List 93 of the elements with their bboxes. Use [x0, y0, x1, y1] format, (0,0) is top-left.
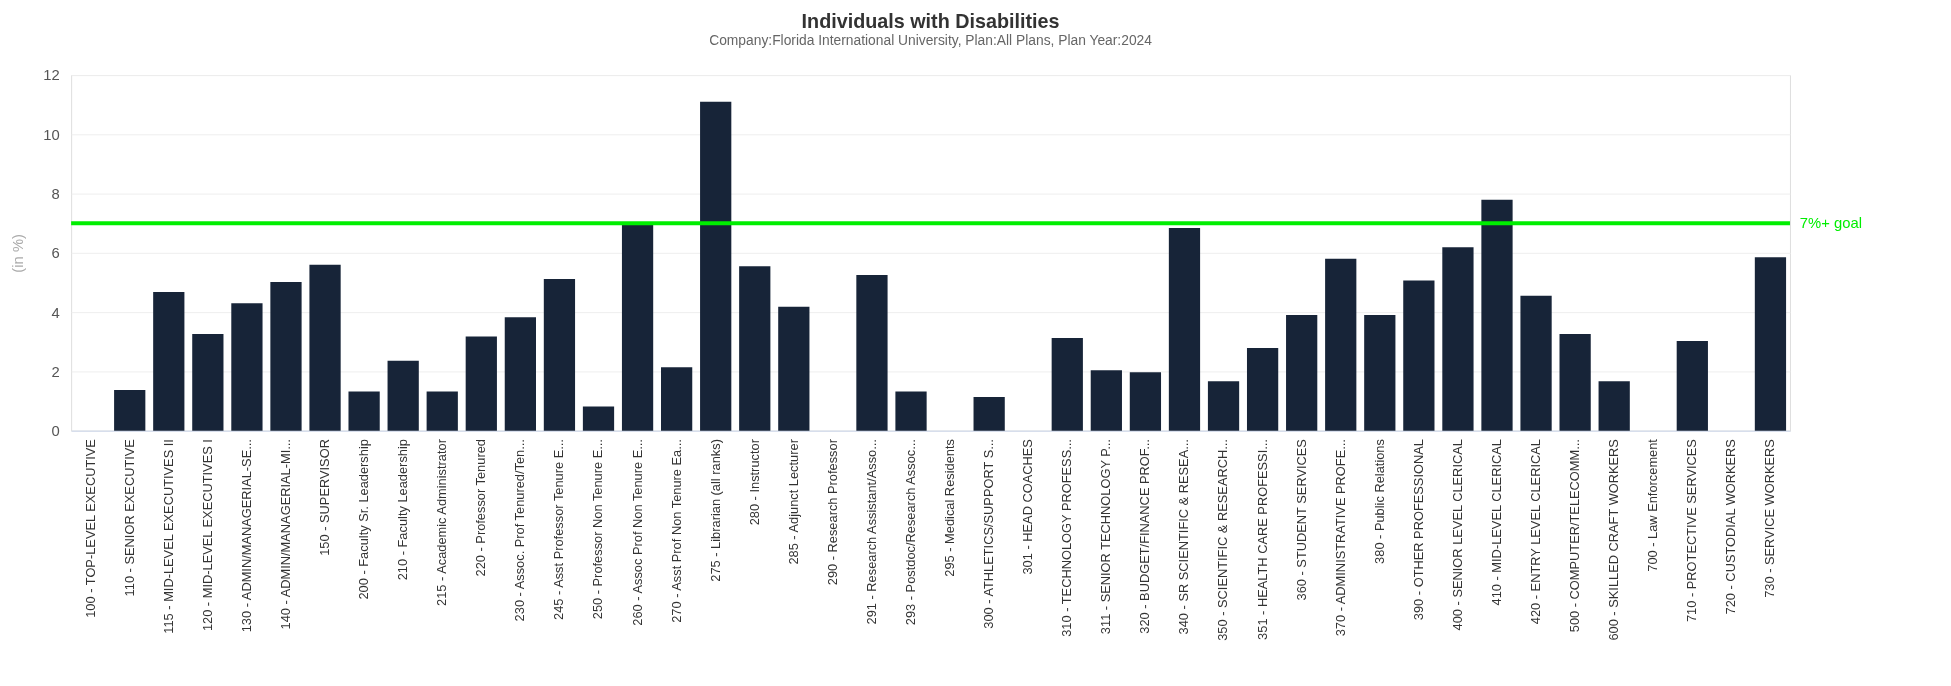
bar — [1286, 315, 1318, 431]
bar — [309, 264, 341, 431]
bar — [739, 266, 771, 431]
x-tick-label: 150 - SUPERVISOR — [317, 439, 332, 556]
bar — [1090, 370, 1122, 431]
x-tick-label: 340 - SR SCIENTIFIC & RESEA... — [1176, 439, 1192, 635]
y-axis-title: (in %) — [9, 233, 26, 273]
x-tick-label: 115 - MID-LEVEL EXECUTIVES II — [160, 439, 176, 634]
x-tick-label: 230 - Assoc. Prof Tenured/Ten... — [512, 439, 528, 622]
bar — [1598, 381, 1630, 431]
bar — [504, 317, 536, 431]
bar — [661, 367, 693, 431]
ref-line-label: 7%+ goal — [1799, 215, 1862, 232]
x-tick-label: 295 - Medical Residents — [942, 439, 958, 577]
x-tick-label: 720 - CUSTODIAL WORKERS — [1723, 439, 1739, 615]
x-tick-label: 730 - SERVICE WORKERS — [1762, 439, 1778, 598]
x-tick-label: 420 - ENTRY LEVEL CLERICAL — [1528, 439, 1544, 625]
x-tick-label: 210 - Faculty Leadership — [395, 439, 411, 581]
bar — [1481, 199, 1513, 431]
chart-title: Individuals with Disabilities — [801, 9, 1060, 32]
y-tick-label: 12 — [43, 67, 60, 84]
x-tick-label: 700 - Law Enforcement — [1645, 438, 1661, 572]
bar — [465, 336, 497, 431]
bar — [231, 303, 263, 431]
x-tick-label: 200 - Faculty Sr. Leadership — [356, 439, 372, 600]
x-tick-label: 220 - Professor Tenured — [473, 439, 489, 577]
x-tick-label: 260 - Assoc Prof Non Tenure E... — [629, 439, 645, 626]
bar — [1325, 258, 1357, 431]
x-tick-label: 110 - SENIOR EXECUTIVE — [121, 439, 137, 597]
bar — [1520, 295, 1552, 431]
bar — [387, 360, 419, 431]
x-tick-label: 350 - SCIENTIFIC & RESEARCH... — [1215, 439, 1231, 641]
x-tick-label: 360 - STUDENT SERVICES — [1293, 439, 1309, 601]
bar — [1168, 227, 1201, 431]
bar — [1129, 372, 1162, 431]
chart-subtitle: Company:Florida International University, Plan:All Plans, Plan Year:2024 — [709, 32, 1153, 49]
x-tick-label: 400 - SENIOR LEVEL CLERICAL — [1449, 439, 1465, 631]
y-tick-label: 2 — [51, 363, 60, 380]
bar — [1442, 247, 1474, 431]
bar — [1207, 381, 1240, 431]
bar — [973, 396, 1005, 431]
x-tick-label: 100 - TOP-LEVEL EXECUTIVE — [82, 439, 98, 618]
bar — [1559, 334, 1591, 431]
x-tick-label: 500 - COMPUTER/TELECOMM... — [1567, 439, 1583, 633]
bar — [1246, 348, 1279, 431]
y-tick-label: 6 — [51, 245, 60, 262]
x-tick-label: 120 - MID-LEVEL EXECUTIVES I — [199, 439, 215, 632]
bar — [153, 291, 185, 431]
bar — [426, 391, 458, 431]
x-tick-label: 410 - MID-LEVEL CLERICAL — [1488, 439, 1504, 606]
bar — [1754, 257, 1787, 431]
x-tick-label: 390 - OTHER PROFESSIONAL — [1410, 439, 1426, 621]
x-tick-label: 270 - Asst Prof Non Tenure Ea... — [668, 439, 684, 623]
bar — [895, 391, 927, 431]
bar — [114, 390, 146, 431]
y-tick-label: 4 — [51, 304, 60, 321]
bar — [1676, 340, 1708, 431]
x-tick-label: 351 - HEALTH CARE PROFESSI... — [1254, 439, 1270, 640]
bar — [270, 281, 302, 431]
x-tick-label: 275 - Librarian (all ranks) — [707, 439, 723, 582]
bar — [778, 306, 810, 431]
bar — [621, 222, 654, 431]
x-tick-label: 245 - Asst Professor Tenure E... — [551, 439, 567, 620]
bar — [1051, 337, 1083, 431]
x-tick-label: 370 - ADMINISTRATIVE PROFE... — [1332, 439, 1348, 637]
bar — [1364, 315, 1396, 431]
x-tick-label: 250 - Professor Non Tenure E... — [590, 439, 606, 620]
bar — [582, 406, 615, 431]
x-tick-label: 710 - PROTECTIVE SERVICES — [1684, 439, 1700, 623]
bar — [543, 278, 576, 431]
x-tick-label: 285 - Adjunct Lecturer — [785, 438, 801, 565]
y-tick-label: 10 — [43, 126, 60, 143]
x-tick-label: 291 - Research Assistant/Asso... — [863, 439, 879, 625]
x-tick-label: 311 - SENIOR TECHNOLOGY P... — [1098, 439, 1114, 635]
x-tick-label: 310 - TECHNOLOGY PROFESS... — [1059, 439, 1075, 637]
x-tick-label: 215 - Academic Administrator — [434, 438, 450, 606]
x-tick-label: 130 - ADMIN/MANAGERIAL-SE... — [238, 439, 254, 633]
x-tick-label: 300 - ATHLETICS/SUPPORT S... — [981, 439, 997, 629]
bar — [700, 101, 732, 431]
bar — [192, 334, 224, 431]
bar — [856, 275, 888, 431]
bar — [348, 391, 380, 431]
y-tick-label: 8 — [51, 186, 60, 203]
x-tick-label: 280 - Instructor — [746, 438, 762, 526]
x-tick-label: 290 - Research Professor — [824, 438, 840, 586]
x-tick-label: 380 - Public Relations — [1371, 439, 1387, 564]
x-tick-label: 301 - HEAD COACHES — [1020, 439, 1036, 575]
x-tick-label: 320 - BUDGET/FINANCE PROF... — [1137, 439, 1153, 634]
y-tick-label: 0 — [51, 423, 60, 440]
x-tick-label: 293 - Postdoc/Research Assoc... — [902, 439, 918, 626]
bar — [1403, 280, 1435, 431]
x-tick-label: 140 - ADMIN/MANAGERIAL-MI... — [277, 439, 293, 630]
x-tick-label: 600 - SKILLED CRAFT WORKERS — [1606, 439, 1622, 641]
